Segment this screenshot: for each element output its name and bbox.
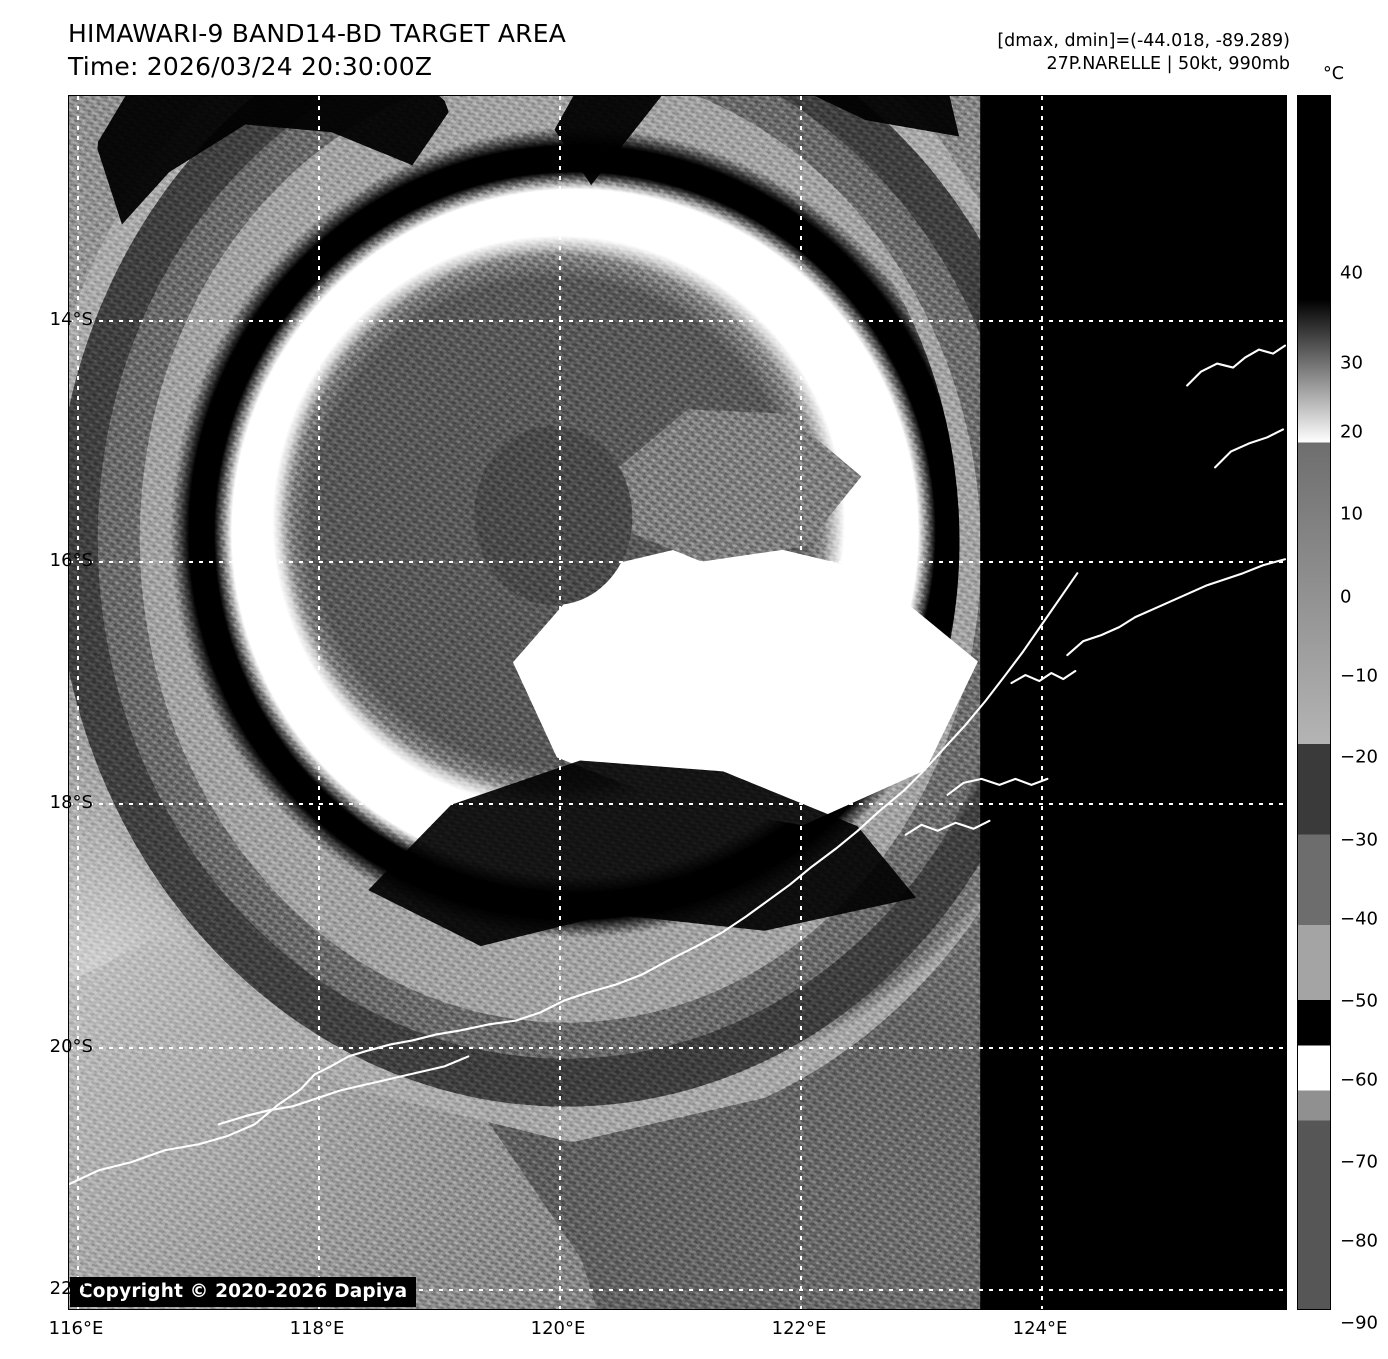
dmax-dmin-label: [dmax, dmin]=(-44.018, -89.289) [997,30,1290,53]
colorbar-tick-11: −70 [1340,1152,1378,1173]
no-data-region-right [980,96,1286,1309]
satellite-image-plot[interactable] [68,95,1287,1310]
colorbar-tick-4: 0 [1340,587,1351,608]
colorbar-tick-10: −60 [1340,1070,1378,1091]
colorbar-tick-8: −40 [1340,909,1378,930]
colorbar-tick-2: 20 [1340,422,1363,443]
colorbar-tick-6: −20 [1340,747,1378,768]
plot-inner [69,96,1286,1309]
colorbar-tick-0: 40 [1340,263,1363,284]
colorbar-tick-7: −30 [1340,830,1378,851]
colorbar-tick-3: 10 [1340,504,1363,525]
x-axis-tick-4: 124°E [1004,1318,1076,1339]
colorbar-tick-13: −90 [1340,1313,1378,1334]
y-axis-tick-4: 22°S [50,1278,93,1299]
y-axis-tick-0: 14°S [50,309,93,330]
satellite-swath [69,96,1286,1309]
gridline-lat-18 [69,803,1286,805]
colorbar-tick-5: −10 [1340,666,1378,687]
colorbar-tick-9: −50 [1340,991,1378,1012]
gridline-lat-14 [69,320,1286,322]
storm-info-label: 27P.NARELLE | 50kt, 990mb [997,53,1290,76]
header-title-block: HIMAWARI-9 BAND14-BD TARGET AREA Time: 2… [68,18,566,83]
gridline-lon-116 [77,96,79,1309]
colorbar-gradient [1298,96,1330,1309]
colorbar[interactable] [1297,95,1331,1310]
gridline-lon-124 [1041,96,1043,1309]
colorbar-tick-12: −80 [1340,1231,1378,1252]
colorbar-unit-label: °C [1323,64,1344,84]
gridline-lat-16 [69,561,1286,563]
gridline-lon-122 [800,96,802,1309]
x-axis-tick-2: 120°E [522,1318,594,1339]
y-axis-tick-2: 18°S [50,792,93,813]
copyright-banner: Copyright © 2020-2026 Dapiya [70,1277,416,1307]
x-axis-tick-1: 118°E [281,1318,353,1339]
page-title: HIMAWARI-9 BAND14-BD TARGET AREA [68,18,566,51]
colorbar-tick-1: 30 [1340,353,1363,374]
y-axis-tick-1: 16°S [50,550,93,571]
gridline-lon-120 [559,96,561,1309]
x-axis-tick-0: 116°E [40,1318,112,1339]
gridline-lon-118 [318,96,320,1309]
x-axis-tick-3: 122°E [763,1318,835,1339]
header-metadata-block: [dmax, dmin]=(-44.018, -89.289) 27P.NARE… [997,30,1290,76]
timestamp-label: Time: 2026/03/24 20:30:00Z [68,51,566,84]
gridline-lat-20 [69,1047,1286,1049]
y-axis-tick-3: 20°S [50,1036,93,1057]
